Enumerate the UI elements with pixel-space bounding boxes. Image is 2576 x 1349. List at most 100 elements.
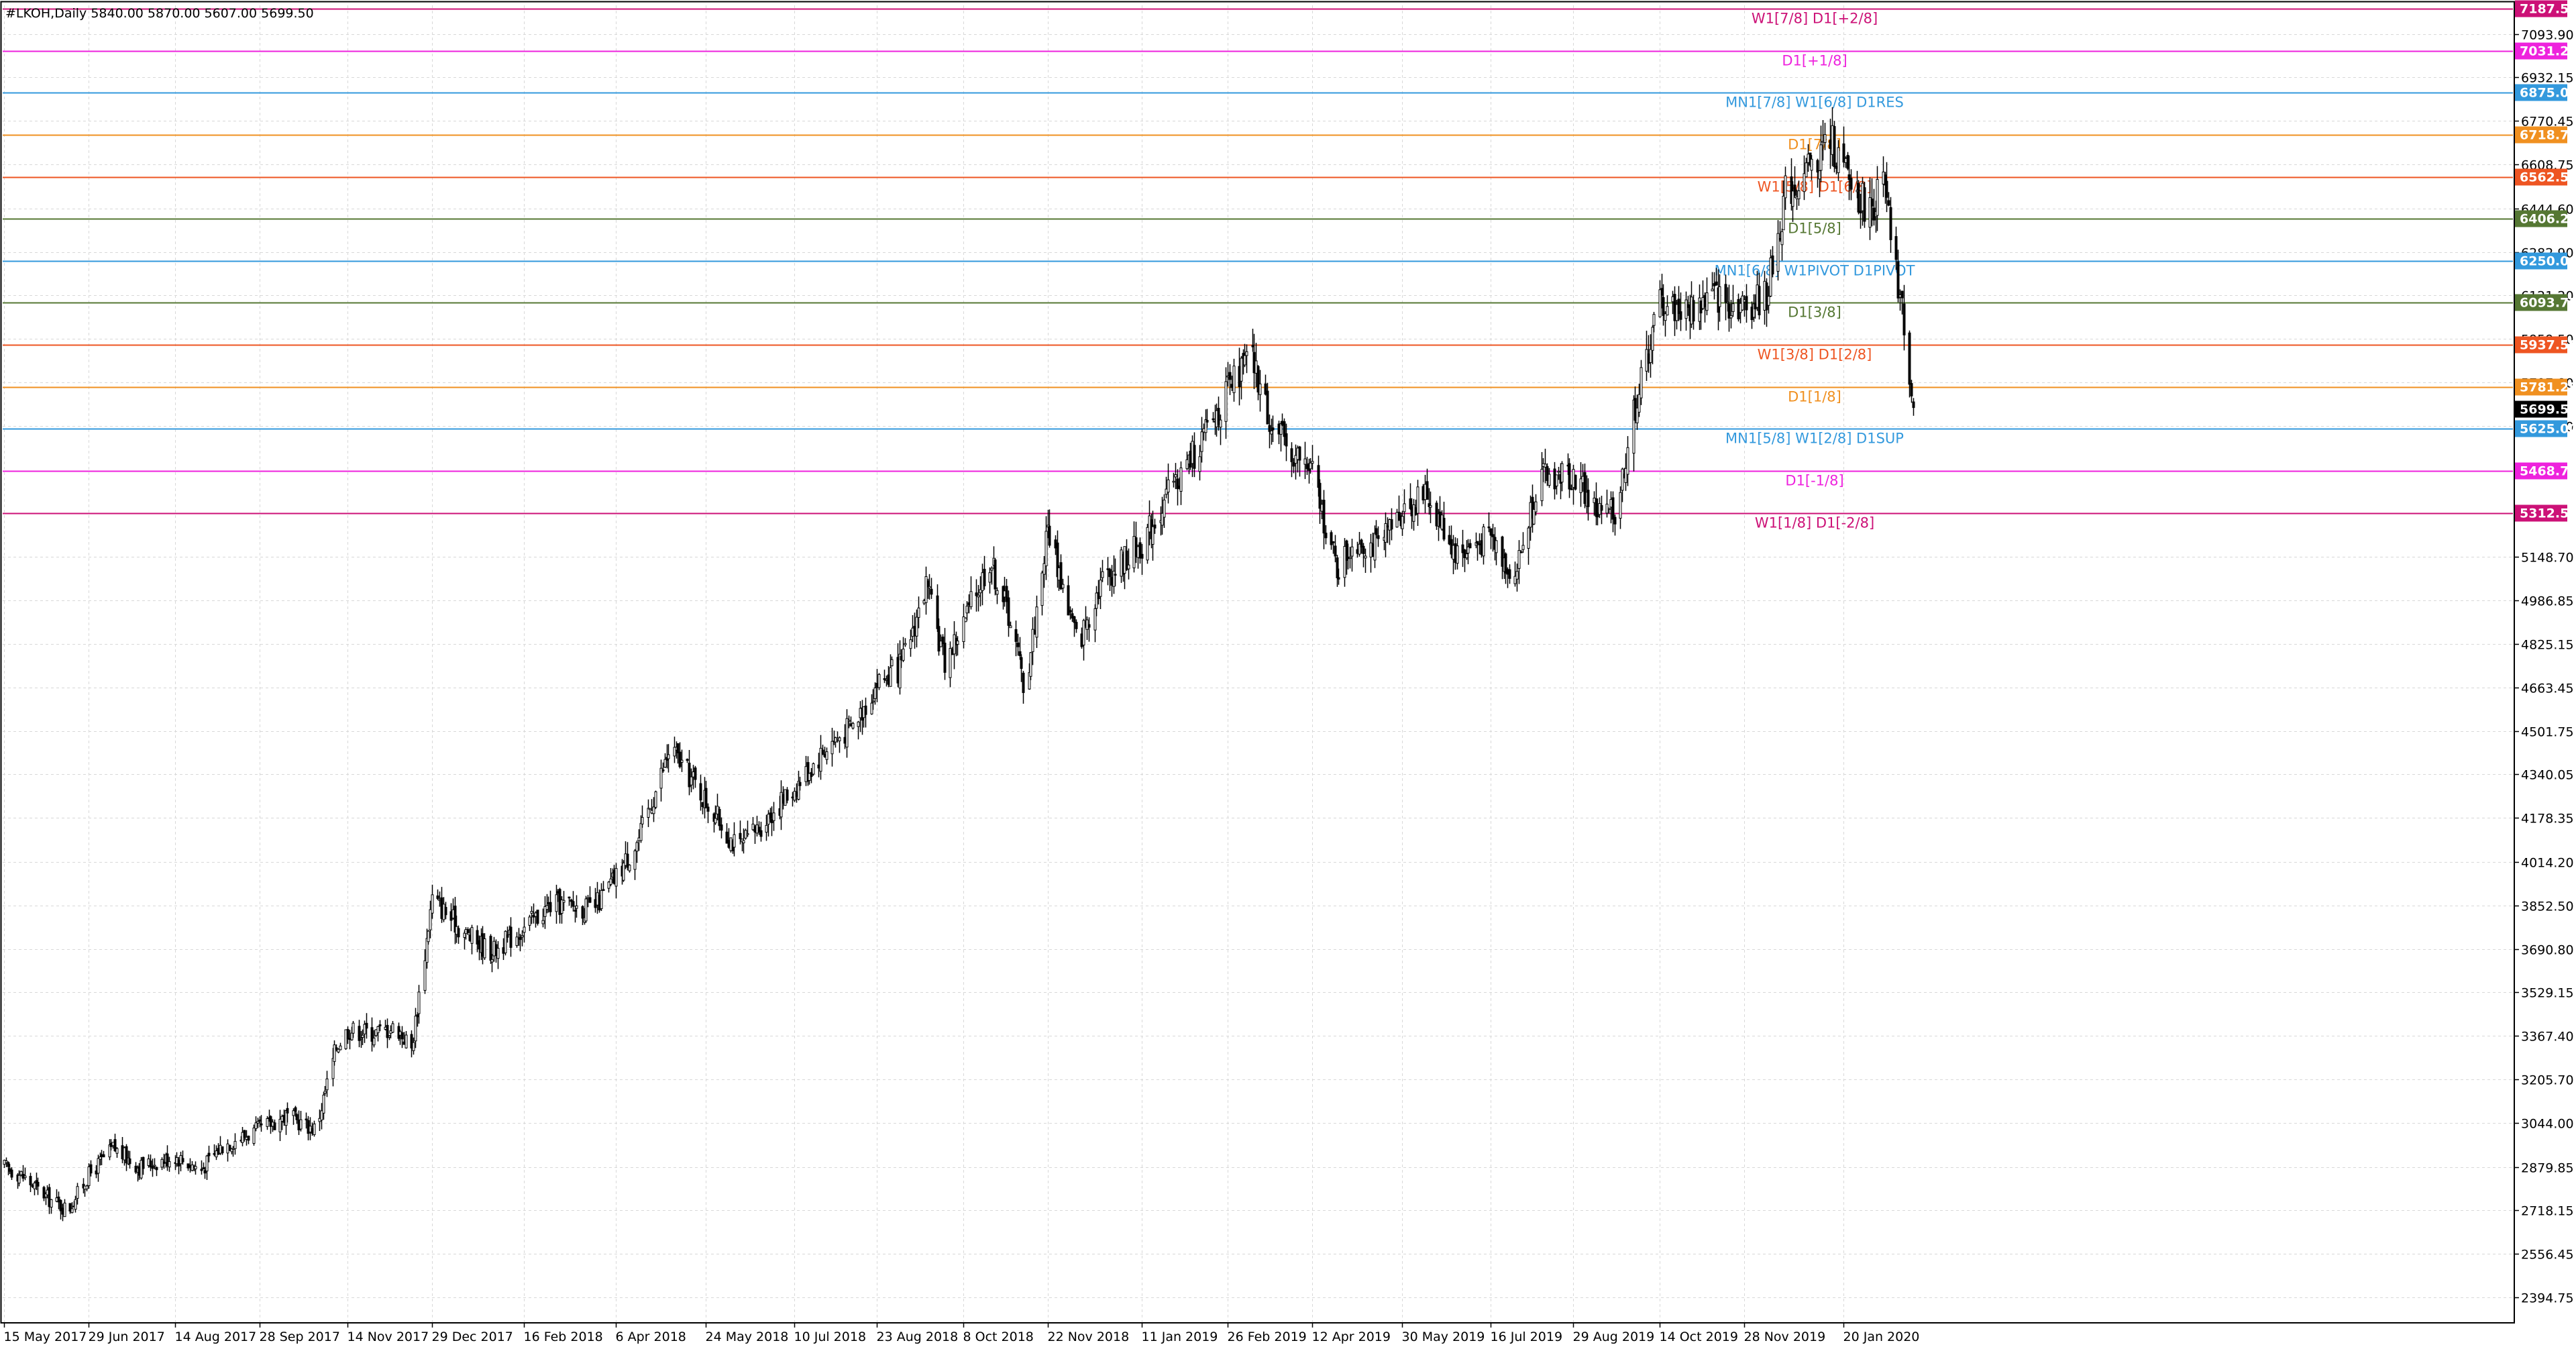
candle-body bbox=[457, 928, 460, 938]
candle-body bbox=[1172, 480, 1175, 483]
candle-body bbox=[1193, 445, 1196, 469]
candle-body bbox=[295, 1114, 299, 1120]
candle-body bbox=[1621, 468, 1624, 491]
candle-body bbox=[286, 1108, 289, 1114]
candle-body bbox=[806, 762, 810, 781]
candle-body bbox=[977, 594, 980, 598]
candle-body bbox=[1776, 233, 1780, 272]
candle-body bbox=[568, 896, 571, 899]
candle-body bbox=[1745, 296, 1748, 311]
date-tick-label: 29 Jun 2017 bbox=[89, 1330, 165, 1344]
candle-body bbox=[372, 1038, 376, 1046]
candle-body bbox=[838, 737, 841, 741]
candle-body bbox=[704, 788, 708, 808]
candle-body bbox=[1570, 488, 1573, 490]
candle-body bbox=[780, 792, 783, 818]
candle-body bbox=[1061, 584, 1065, 589]
price-tick-label: 4986.85 bbox=[2521, 594, 2574, 609]
candle-body bbox=[1044, 531, 1048, 567]
candle-body bbox=[1140, 553, 1144, 559]
price-tick-label: 6770.45 bbox=[2521, 115, 2574, 129]
candle-body bbox=[278, 1118, 282, 1132]
price-badge bbox=[2515, 378, 2567, 396]
candle-body bbox=[1311, 461, 1314, 464]
candle-body bbox=[333, 1044, 336, 1062]
candle-body bbox=[1504, 553, 1507, 574]
candle-body bbox=[962, 616, 965, 642]
candle-body bbox=[1082, 620, 1085, 646]
murrey-level-label: D1[-1/8] bbox=[1785, 473, 1843, 489]
candle-body bbox=[1780, 231, 1784, 246]
candle-body bbox=[521, 935, 524, 938]
candle-body bbox=[425, 938, 429, 963]
price-badge bbox=[2515, 210, 2567, 227]
murrey-levels: W1[7/8] D1[+2/8] D1[+1/8] MN1[7/8] W1[6/8]… bbox=[3, 8, 2513, 531]
candle-body bbox=[1859, 211, 1862, 214]
candle-body bbox=[1075, 622, 1078, 629]
candle-body bbox=[1009, 625, 1012, 629]
candle-body bbox=[89, 1164, 93, 1174]
candle-body bbox=[1724, 284, 1727, 303]
candle-body bbox=[1908, 332, 1911, 385]
candle-body bbox=[765, 824, 768, 833]
candle-body bbox=[386, 1024, 389, 1038]
candle-body bbox=[228, 1144, 231, 1151]
candle-body bbox=[509, 926, 513, 948]
candle-body bbox=[155, 1167, 158, 1171]
candle-body bbox=[1679, 311, 1682, 320]
candle-body bbox=[1101, 571, 1104, 578]
candle-body bbox=[1596, 512, 1599, 518]
price-tick-label: 4663.45 bbox=[2521, 682, 2574, 696]
candle-body bbox=[1666, 306, 1669, 316]
candle-body bbox=[1894, 236, 1898, 260]
price-badge bbox=[2515, 168, 2567, 186]
candle-body bbox=[1219, 419, 1222, 428]
candle-body bbox=[530, 911, 533, 914]
candle-body bbox=[1784, 175, 1787, 199]
candle-body bbox=[1495, 540, 1498, 553]
price-badge bbox=[2515, 0, 2567, 17]
candle-body bbox=[964, 617, 967, 623]
candle-body bbox=[444, 906, 447, 916]
candle-body bbox=[648, 808, 651, 810]
candle-body bbox=[943, 643, 947, 673]
candle-body bbox=[1726, 301, 1729, 304]
candle-body bbox=[1887, 200, 1890, 206]
price-badge bbox=[2515, 84, 2567, 101]
candle-body bbox=[1240, 358, 1243, 382]
candle-body bbox=[994, 559, 997, 590]
candle-body bbox=[1658, 289, 1662, 317]
candle-body bbox=[1283, 421, 1286, 437]
candle-body bbox=[1016, 642, 1020, 647]
price-tick-label: 4825.15 bbox=[2521, 638, 2574, 653]
date-tick-label: 22 Nov 2018 bbox=[1048, 1330, 1130, 1344]
date-tick-label: 12 Apr 2019 bbox=[1312, 1330, 1391, 1344]
candle-body bbox=[1902, 303, 1906, 335]
candle-body bbox=[1087, 624, 1091, 628]
candle-body bbox=[659, 767, 663, 789]
candle-body bbox=[1731, 303, 1735, 313]
candle-body bbox=[1270, 430, 1273, 435]
price-badge-label: 5625.00 bbox=[2520, 422, 2576, 437]
candle-body bbox=[851, 722, 855, 729]
candle-body bbox=[1268, 425, 1271, 432]
murrey-level-label: W1[1/8] D1[-2/8] bbox=[1755, 515, 1874, 531]
price-badges: 7187.50 7031.25 6875.00 6718.75 6562.50 6406.… bbox=[2515, 0, 2576, 522]
candle-body bbox=[915, 616, 918, 637]
candle-body bbox=[466, 929, 470, 933]
candle-body bbox=[767, 814, 770, 825]
price-tick-label: 3044.00 bbox=[2521, 1117, 2574, 1132]
candle-body bbox=[1727, 303, 1731, 319]
price-badge-label: 6250.00 bbox=[2520, 254, 2576, 269]
current-price-badge bbox=[2515, 400, 2567, 418]
candle-body bbox=[1007, 597, 1010, 626]
candle-body bbox=[207, 1152, 211, 1156]
candle-body bbox=[1501, 536, 1504, 567]
candle-body bbox=[423, 960, 427, 991]
candle-body bbox=[412, 1042, 415, 1051]
candle-body bbox=[1309, 462, 1312, 470]
candle-body bbox=[1292, 462, 1295, 467]
